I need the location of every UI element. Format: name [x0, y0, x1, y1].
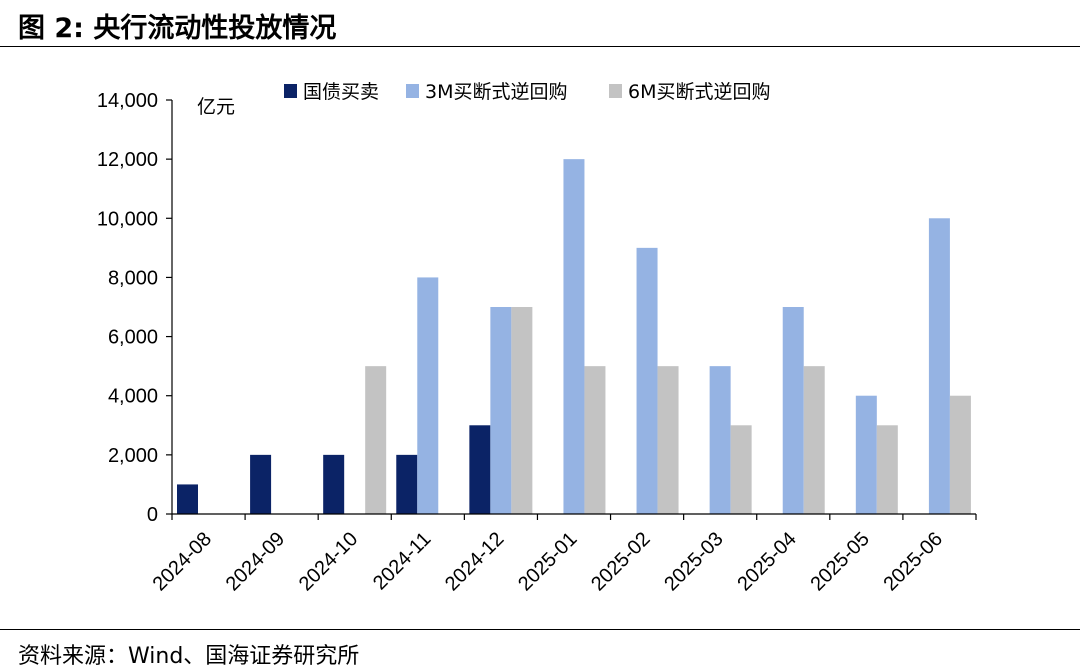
bar-repo-3m-2025-01: [563, 159, 585, 514]
x-tick-label: 2025-04: [733, 528, 800, 595]
y-tick-label: 12,000: [97, 149, 158, 171]
legend-swatch: [284, 84, 297, 98]
bar-repo-6m-2025-03: [730, 425, 752, 514]
x-tick-label: 2025-03: [660, 528, 727, 595]
y-tick-label: 6,000: [108, 327, 158, 349]
bar-repo-3m-2025-02: [636, 247, 658, 514]
bar-repo-6m-2024-12: [511, 307, 533, 514]
x-tick-label: 2025-06: [880, 528, 947, 595]
x-tick-label: 2024-09: [222, 528, 289, 595]
axes: 0 2,000 4,000 6,000 8,000 10,000 12,000 14,000 2…: [97, 90, 977, 595]
bar-repo-6m-2025-05: [876, 425, 898, 514]
x-tick-label: 2024-12: [441, 528, 508, 595]
x-tick-label: 2025-01: [514, 528, 581, 595]
bar-treasury-trading-2024-10: [323, 454, 345, 514]
bar-repo-3m-2024-11: [417, 277, 439, 514]
bar-repo-3m-2025-05: [855, 395, 877, 514]
bar-repo-3m-2024-12: [490, 307, 512, 514]
legend: 国债买卖 3M买断式逆回购 6M买断式逆回购: [284, 81, 770, 103]
bar-treasury-trading-2024-08: [177, 484, 198, 514]
bar-repo-3m-2025-03: [709, 366, 731, 514]
source-note: 资料来源：Wind、国海证券研究所: [18, 644, 360, 669]
x-tick-label: 2024-11: [369, 528, 435, 594]
legend-label: 6M买断式逆回购: [628, 81, 770, 103]
source-divider: [0, 629, 1080, 630]
bar-repo-6m-2025-04: [803, 366, 825, 514]
bar-repo-6m-2024-10: [365, 366, 387, 514]
legend-swatch: [609, 84, 622, 98]
y-unit-label: 亿元: [197, 96, 235, 118]
bar-treasury-trading-2024-09: [250, 454, 272, 514]
x-tick-label: 2025-05: [806, 528, 873, 595]
bar-repo-3m-2025-06: [928, 218, 950, 515]
bar-repo-3m-2025-04: [782, 307, 804, 514]
y-tick-label: 8,000: [108, 267, 158, 289]
figure-title: 图 2: 央行流动性投放情况: [18, 13, 337, 44]
bar-repo-6m-2025-02: [657, 366, 679, 514]
legend-label: 国债买卖: [303, 81, 379, 103]
x-tick-label: 2024-10: [295, 528, 362, 595]
bar-treasury-trading-2024-12: [469, 425, 491, 514]
x-tick-label: 2025-02: [587, 528, 654, 595]
y-tick-label: 2,000: [108, 445, 158, 467]
bar-group: [177, 159, 971, 515]
title-divider: [0, 46, 1080, 47]
x-tick-label: 2024-08: [149, 528, 216, 595]
legend-label: 3M买断式逆回购: [425, 81, 567, 103]
bar-treasury-trading-2024-11: [396, 454, 418, 514]
legend-swatch: [406, 84, 419, 98]
y-tick-label: 14,000: [97, 90, 158, 112]
bar-repo-6m-2025-06: [949, 395, 971, 514]
y-tick-label: 10,000: [97, 208, 158, 230]
y-tick-label: 0: [147, 504, 158, 526]
bar-repo-6m-2025-01: [584, 366, 606, 514]
y-tick-label: 4,000: [108, 386, 158, 408]
